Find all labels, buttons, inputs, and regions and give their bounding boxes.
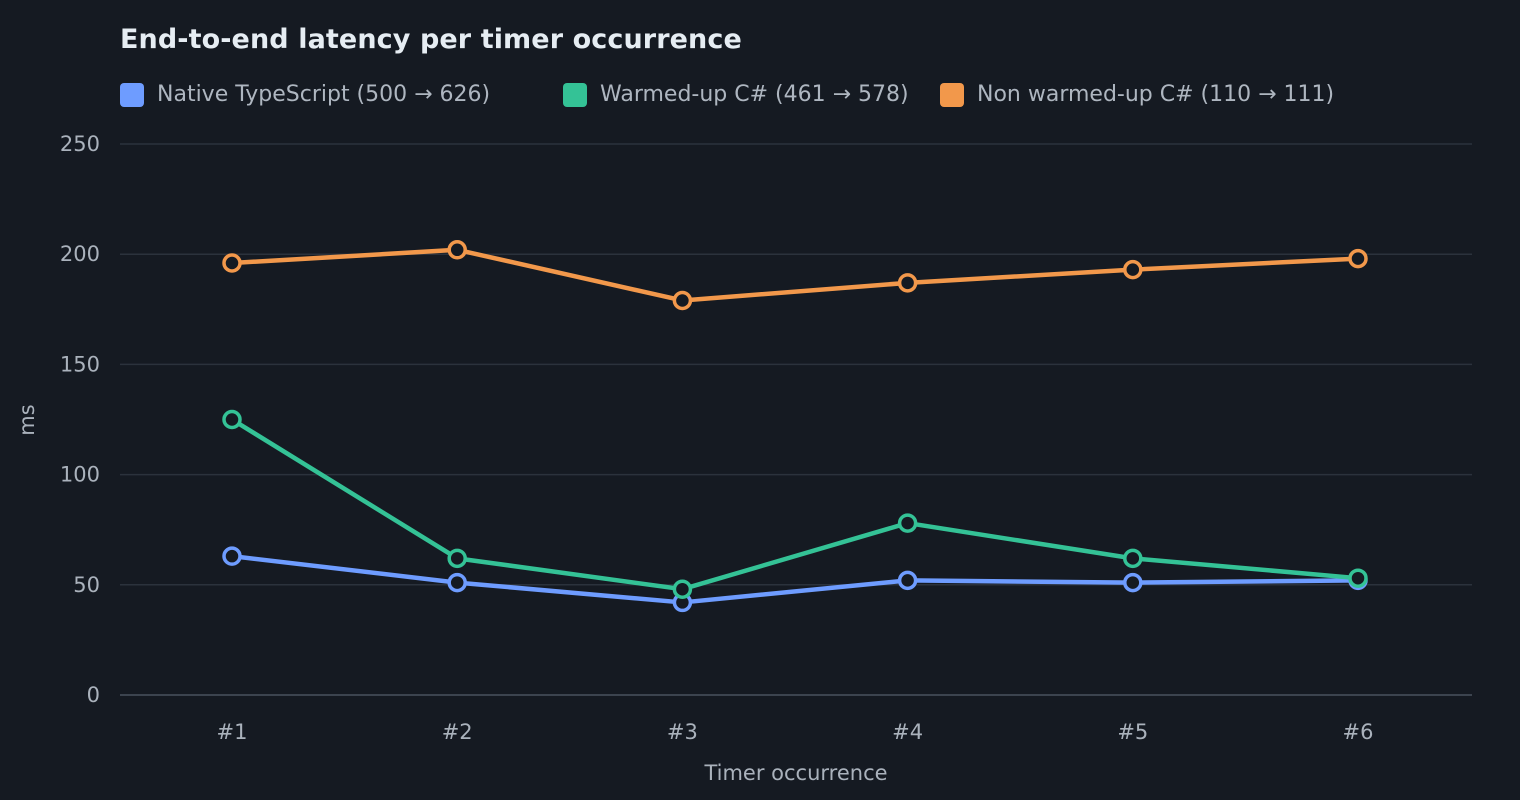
data-point: [1123, 259, 1143, 280]
legend-item-warmed-up-csharp[interactable]: Warmed-up C# (461 → 578): [563, 82, 909, 107]
y-tick-label: 200: [60, 242, 100, 266]
y-tick-label: 150: [60, 352, 100, 376]
y-tick-label: 100: [60, 463, 100, 487]
data-point: [1348, 568, 1368, 588]
y-tick-label: 0: [87, 683, 100, 707]
legend-swatch: [563, 82, 587, 107]
data-point: [897, 273, 918, 293]
x-tick-label: #6: [1343, 720, 1374, 744]
data-point: [672, 579, 693, 599]
legend-swatch: [120, 82, 144, 107]
legend-item-native-typescript[interactable]: Native TypeScript (500 → 626): [120, 82, 490, 107]
data-point: [222, 253, 242, 273]
series-line: [229, 247, 1361, 303]
data-point: [672, 290, 693, 311]
data-point: [897, 513, 918, 533]
x-tick-label: #2: [442, 720, 473, 744]
y-tick-label: 50: [73, 573, 100, 597]
legend-label: Non warmed-up C# (110 → 111): [977, 82, 1335, 107]
data-point: [447, 572, 467, 593]
series-line: [229, 553, 1361, 605]
data-point: [1123, 548, 1143, 569]
y-tick-label: 250: [60, 132, 100, 156]
x-tick-label: #3: [667, 720, 698, 744]
data-point: [1123, 572, 1143, 593]
data-point: [1348, 248, 1368, 269]
legend-swatch: [940, 82, 964, 107]
data-point: [222, 546, 242, 566]
data-point: [447, 548, 467, 569]
x-tick-label: #4: [892, 720, 923, 744]
x-axis-title: Timer occurrence: [703, 761, 887, 785]
y-axis-title: ms: [15, 404, 39, 435]
legend-item-non-warmed-up-csharp[interactable]: Non warmed-up C# (110 → 111): [940, 82, 1334, 107]
chart-title: End-to-end latency per timer occurrence: [120, 24, 742, 55]
data-point: [222, 409, 242, 430]
legend-label: Warmed-up C# (461 → 578): [600, 82, 909, 107]
series-line: [229, 417, 1361, 592]
legend-label: Native TypeScript (500 → 626): [157, 82, 491, 107]
x-tick-label: #5: [1117, 720, 1148, 744]
x-tick-label: #1: [217, 720, 248, 744]
data-point: [447, 240, 467, 260]
data-point: [897, 570, 918, 591]
legend: Native TypeScript (500 → 626) Warmed-up …: [120, 82, 1420, 112]
